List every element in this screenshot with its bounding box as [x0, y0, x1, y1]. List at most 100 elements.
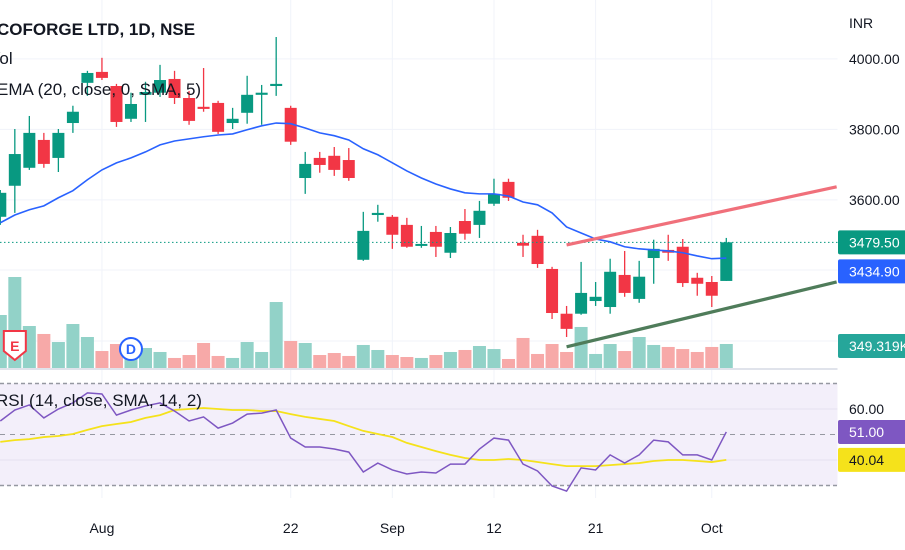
candle-body	[415, 243, 428, 246]
earnings-marker[interactable]: E	[2, 330, 27, 362]
volume-bar	[574, 326, 588, 368]
candle-body	[357, 230, 370, 260]
candle-body	[154, 80, 167, 93]
candle	[342, 148, 355, 181]
candle-body	[139, 92, 152, 95]
candle	[241, 75, 254, 124]
time-tick-label: Sep	[380, 520, 405, 536]
candle	[81, 70, 94, 96]
trend-line	[566, 185, 837, 247]
volume-bar	[95, 351, 109, 368]
candle	[139, 81, 152, 122]
candle-body	[560, 313, 573, 329]
volume-bar	[37, 333, 51, 368]
volume-bar	[284, 340, 298, 368]
candle	[546, 266, 559, 320]
candle-body	[604, 271, 617, 308]
candle-body	[255, 92, 268, 95]
volume-bar	[690, 351, 704, 368]
volume-bar	[661, 346, 675, 368]
volume-bar	[197, 342, 211, 368]
volume-legend[interactable]: Vol	[0, 49, 13, 68]
time-axis[interactable]: Aug 22 Sep 12 21 Oct	[89, 520, 722, 536]
candle-body	[37, 139, 50, 164]
candle	[284, 105, 297, 145]
candle	[517, 234, 530, 257]
candle-body	[531, 235, 544, 265]
candle	[168, 70, 181, 104]
rsi-sma-value-tag: 40.04	[838, 447, 905, 472]
volume-bar	[618, 351, 632, 368]
volume-bar	[458, 349, 472, 368]
candle-body	[473, 210, 486, 225]
candle	[662, 234, 675, 261]
candle-body	[8, 154, 21, 186]
candle	[604, 258, 617, 314]
ema-line	[0, 122, 727, 260]
candle-body	[66, 111, 79, 124]
candle	[676, 238, 689, 287]
volume-bar	[211, 355, 225, 368]
candle	[473, 200, 486, 238]
candle	[226, 107, 239, 130]
dividend-marker[interactable]: D	[118, 337, 143, 361]
candle-body	[226, 118, 239, 124]
candle-body	[168, 78, 181, 98]
candle-body	[691, 277, 704, 284]
price-axis[interactable]: 4000.00 3800.00 3600.00 60.00	[849, 51, 900, 417]
candle	[183, 90, 196, 125]
candle	[371, 204, 384, 222]
rsi-line	[0, 392, 727, 493]
candle-body	[444, 232, 457, 253]
candle-body	[23, 132, 36, 168]
currency-label[interactable]: INR	[849, 15, 873, 31]
volume-bar	[472, 346, 486, 368]
volume-bar	[531, 353, 545, 368]
candle	[357, 211, 370, 261]
candle	[37, 132, 50, 168]
candle	[386, 215, 399, 249]
candle-body	[487, 193, 500, 204]
ema-value-tag-text: 3434.90	[849, 263, 900, 279]
candle-body	[81, 72, 94, 83]
candle-body	[95, 71, 108, 78]
last-price-tag: 3479.50	[838, 230, 905, 255]
rsi-sma-value-tag-text: 40.04	[849, 452, 884, 468]
volume-bar	[153, 351, 167, 368]
candle-body	[197, 106, 210, 109]
ema-legend[interactable]: EMA (20, close, 0, SMA, 5)	[0, 80, 201, 99]
dividend-circle-icon	[118, 337, 143, 361]
last-price-tag-bg	[838, 230, 905, 255]
dividend-glyph: D	[126, 341, 136, 357]
candle-body	[720, 242, 733, 281]
price-tags: 3479.50 3434.90 349.319K 51.00 40.04	[838, 230, 905, 472]
candle-body	[546, 268, 559, 314]
volume-bar	[385, 355, 399, 368]
candle-body	[124, 103, 137, 119]
candle-body	[299, 163, 312, 179]
candle-body	[647, 248, 660, 259]
candle	[313, 151, 326, 173]
candle-body	[386, 216, 399, 235]
candle-body	[589, 296, 602, 302]
candle-body	[212, 102, 225, 132]
rsi-legend[interactable]: RSI (14, close, SMA, 14, 2)	[0, 391, 202, 410]
candle	[124, 92, 137, 122]
candle	[444, 227, 457, 259]
rsi-value-tag-bg	[838, 419, 905, 444]
volume-bar	[313, 355, 327, 368]
candle	[618, 250, 631, 297]
time-tick-label: 21	[588, 520, 604, 536]
earnings-flag-icon	[2, 330, 27, 362]
candle-body	[52, 132, 65, 158]
candle	[8, 129, 21, 213]
volume-bar	[676, 349, 690, 368]
volume-bar	[255, 351, 269, 368]
candle-body	[575, 292, 588, 314]
candle-body	[676, 246, 689, 284]
volume-bar	[342, 355, 356, 368]
volume-bar	[705, 346, 719, 368]
candle	[720, 237, 733, 281]
